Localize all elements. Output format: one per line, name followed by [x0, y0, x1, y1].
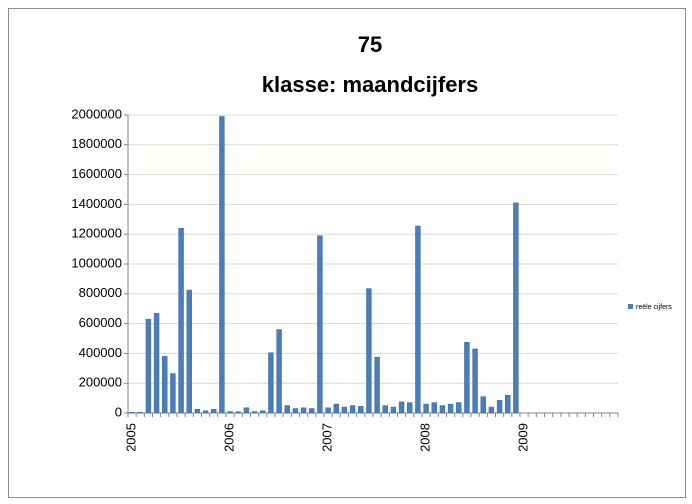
bar	[456, 402, 462, 414]
bar	[178, 227, 184, 414]
bar	[358, 406, 364, 414]
bar	[211, 409, 217, 414]
bar	[317, 235, 323, 414]
bar	[480, 396, 486, 414]
bar	[145, 318, 152, 414]
y-tick-label: 1200000	[71, 226, 122, 241]
legend-label: reële cijfers	[636, 304, 672, 311]
bar	[472, 348, 478, 414]
x-tick-label: 2007	[320, 423, 335, 452]
y-tick-label: 1600000	[71, 166, 122, 181]
y-tick-label: 800000	[79, 285, 122, 300]
bar	[488, 406, 495, 414]
bar	[194, 409, 201, 414]
bar	[137, 412, 143, 414]
bar	[407, 402, 413, 414]
y-tick-label: 1000000	[71, 255, 122, 270]
bar	[382, 405, 388, 414]
bar	[398, 401, 405, 414]
x-tick-label: 2006	[222, 423, 237, 452]
x-tick-label: 2005	[124, 423, 139, 452]
bar	[276, 329, 282, 414]
bar	[325, 407, 331, 414]
bar	[227, 411, 233, 414]
y-tick-label: 400000	[79, 345, 122, 360]
bar	[129, 412, 135, 414]
bar	[153, 312, 160, 414]
bar	[496, 400, 503, 414]
bar	[284, 405, 290, 414]
bar	[235, 411, 241, 414]
bar	[333, 403, 339, 414]
bar	[186, 289, 192, 414]
bar	[219, 116, 225, 414]
y-tick-label: 0	[115, 404, 122, 419]
bar	[390, 406, 397, 414]
y-tick-label: 2000000	[71, 106, 122, 121]
bar	[431, 402, 437, 414]
bar	[341, 406, 348, 414]
bar	[513, 202, 519, 414]
y-tick-label: 200000	[79, 375, 122, 390]
bar	[260, 410, 266, 414]
chart-subtitle: klasse: maandcijfers	[262, 72, 478, 97]
bar	[268, 352, 274, 414]
y-tick-label: 1800000	[71, 136, 122, 151]
bar	[366, 288, 372, 414]
bar	[309, 408, 315, 414]
x-tick-label: 2009	[516, 423, 531, 452]
bar	[162, 356, 168, 414]
bar	[349, 405, 356, 414]
bar	[251, 411, 258, 414]
y-tick-label: 600000	[79, 315, 122, 330]
bar	[202, 410, 209, 414]
bar	[292, 408, 299, 414]
bar	[243, 407, 250, 414]
chart-title: 75	[358, 32, 382, 57]
bar	[423, 403, 429, 414]
legend-swatch	[628, 304, 633, 309]
bar	[447, 403, 454, 414]
bar	[505, 394, 511, 414]
bar	[464, 341, 470, 414]
bar	[300, 407, 307, 414]
bar	[170, 373, 176, 414]
y-tick-label: 1400000	[71, 196, 122, 211]
bar	[374, 356, 380, 414]
x-tick-label: 2008	[418, 423, 433, 452]
bar	[415, 225, 421, 414]
chart-frame	[8, 8, 686, 498]
bar	[439, 405, 446, 414]
